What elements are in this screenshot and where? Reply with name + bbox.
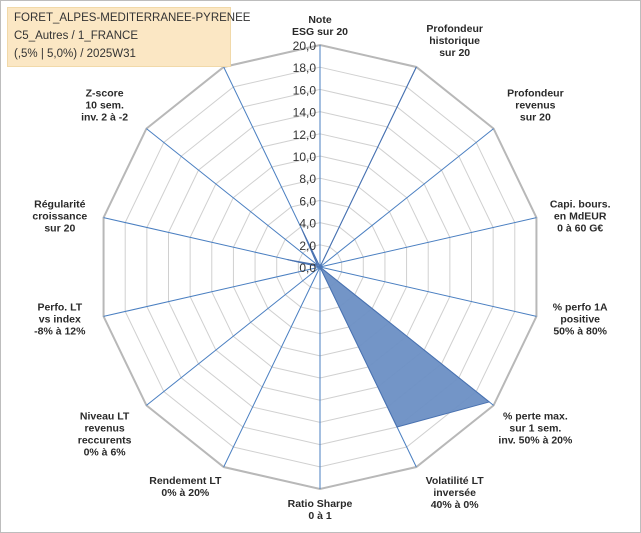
axis-label: % perte max. sur 1 sem. inv. 50% à 20%	[498, 411, 573, 447]
info-box: FORET_ALPES-MEDITERRANEE-PYRENEE C5_Autr…	[7, 7, 250, 67]
tick-label: 14,0	[293, 106, 317, 120]
tick-label: 18,0	[293, 61, 317, 75]
axis-label: Profondeur historique sur 20	[426, 23, 483, 59]
tick-label: 20,0	[293, 39, 317, 53]
axis-label: Ratio Sharpe 0 à 1	[288, 498, 353, 522]
axis-label: Régularité croissance sur 20	[32, 198, 87, 234]
tick-labels: 0,0 2,0 4,0 6,0 8,0 10,0 12,0 14,0 16,0 18,0 20,0	[293, 39, 317, 275]
axis-spoke	[146, 266, 321, 406]
axis-label: % perfo 1A positive 50% à 80%	[553, 302, 608, 338]
series-layer	[287, 66, 491, 428]
tick-label: 16,0	[293, 83, 317, 97]
axis-spoke	[146, 128, 321, 268]
tick-label: 4,0	[299, 217, 316, 231]
axis-label: Profondeur revenus sur 20	[507, 87, 564, 123]
tick-label: 0,0	[299, 261, 316, 275]
axis-label: Perfo. LT vs index -8% à 12%	[34, 302, 86, 338]
axis-spoke	[319, 217, 537, 268]
info-line-2: C5_Autres / 1_FRANCE	[14, 30, 138, 42]
tick-label: 6,0	[299, 194, 316, 208]
axis-label: Note ESG sur 20	[292, 14, 348, 38]
axis-spoke	[319, 266, 537, 317]
axis-label: Z-score 10 sem. inv. 2 à -2	[81, 87, 128, 123]
info-line-3: (,5% | 5,0%) / 2025W31	[14, 48, 136, 60]
axis-spoke	[103, 217, 321, 268]
axis-label: Niveau LT revenus reccurents 0% à 6%	[78, 411, 132, 459]
axis-label: Rendement LT 0% à 20%	[149, 475, 222, 499]
tick-label: 2,0	[299, 239, 316, 253]
info-line-1: FORET_ALPES-MEDITERRANEE-PYRENEE	[14, 12, 251, 24]
axis-label: Capi. bours. en MdEUR 0 à 60 G€	[550, 198, 611, 234]
series-area	[287, 66, 491, 428]
axis-spoke	[103, 266, 321, 317]
tick-label: 10,0	[293, 150, 317, 164]
axis-spoke	[319, 128, 494, 268]
axis-label: Volatilité LT inversée 40% à 0%	[426, 475, 485, 511]
tick-label: 12,0	[293, 128, 317, 142]
tick-label: 8,0	[299, 172, 316, 186]
axis-spoke	[223, 266, 321, 468]
